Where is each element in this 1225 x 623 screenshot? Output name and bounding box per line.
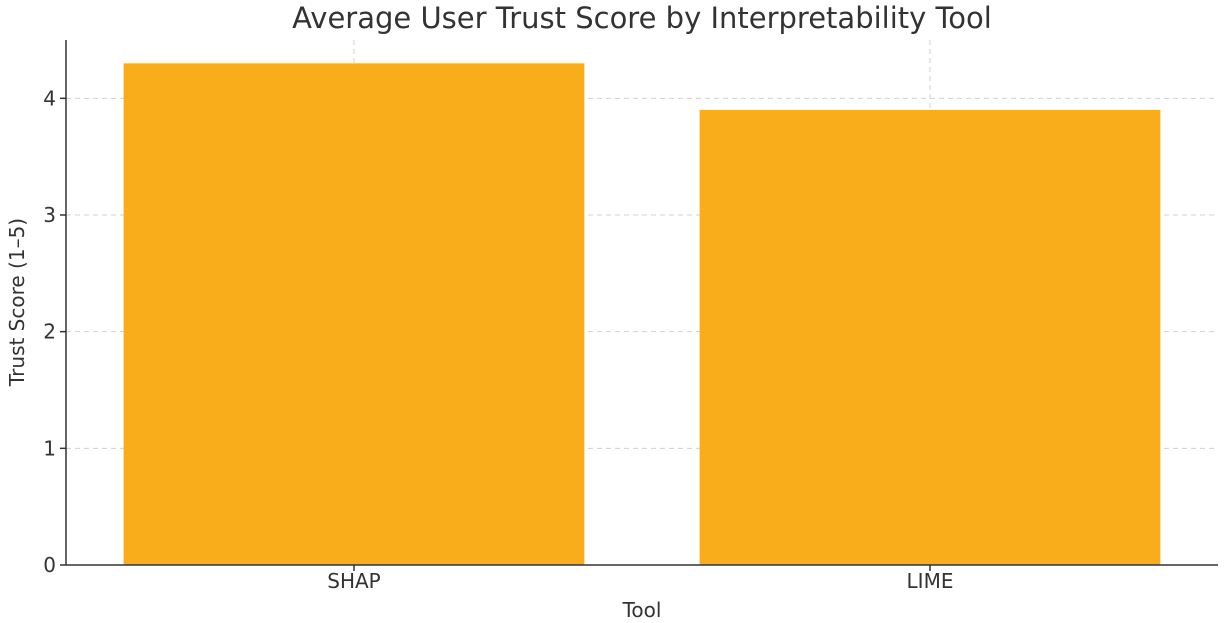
x-tick-label: SHAP — [327, 569, 380, 593]
x-axis-label: Tool — [622, 598, 662, 622]
bar-shap — [123, 63, 585, 565]
y-axis-label: Trust Score (1–5) — [5, 218, 29, 387]
bar-lime — [699, 110, 1161, 565]
y-tick-label: 2 — [43, 320, 56, 344]
bars — [123, 63, 1161, 565]
x-ticks: SHAP LIME — [327, 565, 953, 593]
y-tick-label: 4 — [43, 86, 56, 110]
x-tick-label: LIME — [907, 569, 954, 593]
y-ticks: 0 1 2 3 4 — [43, 86, 66, 577]
y-tick-label: 1 — [43, 436, 56, 460]
y-tick-label: 0 — [43, 553, 56, 577]
y-tick-label: 3 — [43, 203, 56, 227]
chart-title: Average User Trust Score by Interpretabi… — [292, 1, 992, 35]
